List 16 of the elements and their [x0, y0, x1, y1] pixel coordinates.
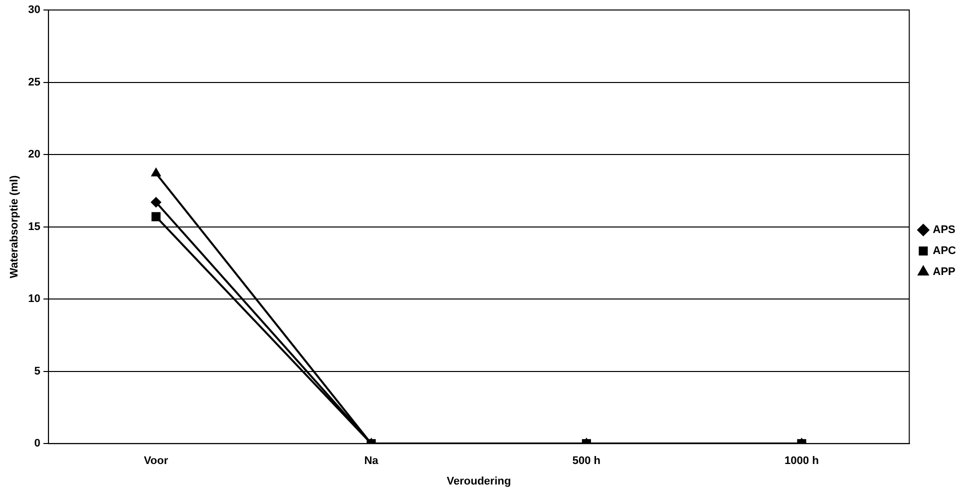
x-tick-label: 1000 h	[784, 455, 820, 468]
y-tick-label: 5	[34, 365, 40, 378]
legend-label: APP	[932, 266, 956, 278]
y-tick-label: 0	[34, 438, 40, 450]
y-tick-label: 20	[28, 148, 40, 161]
legend-label: APS	[932, 224, 956, 236]
y-tick-label: 10	[28, 293, 40, 306]
x-tick-label: 500 h	[572, 455, 601, 468]
y-axis-title: Waterabsorptie (ml)	[8, 175, 21, 278]
legend-label: APC	[932, 245, 956, 258]
y-tick-label: 15	[28, 220, 40, 233]
x-tick-label: Na	[364, 455, 380, 468]
x-axis-title: Veroudering	[446, 475, 511, 488]
x-tick-label: Voor	[144, 455, 169, 468]
y-tick-label: 25	[28, 76, 40, 88]
y-tick-label: 30	[28, 4, 40, 16]
